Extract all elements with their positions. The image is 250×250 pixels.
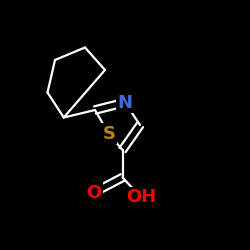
Text: N: N — [118, 94, 132, 112]
Text: OH: OH — [126, 188, 156, 206]
Text: O: O — [86, 184, 102, 202]
Text: S: S — [102, 125, 115, 143]
